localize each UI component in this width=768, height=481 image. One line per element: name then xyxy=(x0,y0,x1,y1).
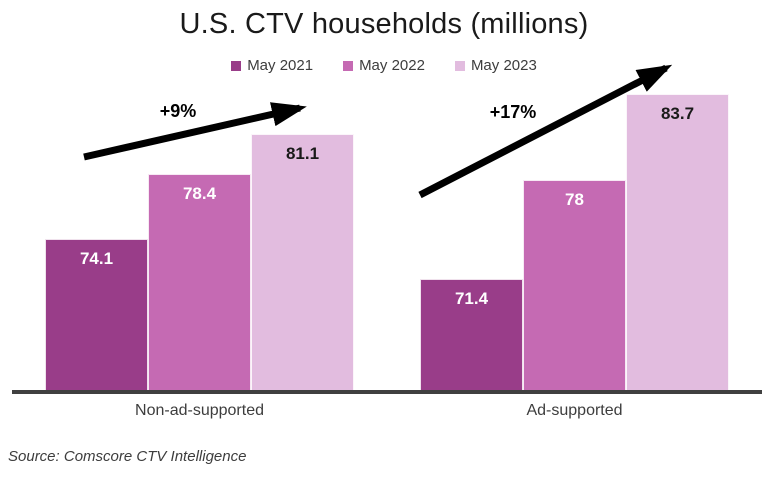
bar-may-2021-non-ad-supported: 74.1 xyxy=(45,239,148,390)
source-attribution: Source: Comscore CTV Intelligence xyxy=(8,448,247,465)
bar-may-2023-ad-supported: 83.7 xyxy=(626,94,729,390)
growth-annotation-ad-supported: +17% xyxy=(489,102,537,122)
legend-swatch-icon xyxy=(343,60,354,71)
bar-value-label: 78 xyxy=(565,190,584,209)
bar-may-2023-non-ad-supported: 81.1 xyxy=(251,134,354,390)
category-label-ad-supported: Ad-supported xyxy=(526,402,623,419)
legend-item-may-2022: May 2022 xyxy=(343,57,425,74)
category-axis-line xyxy=(12,390,762,394)
bar-value-label: 71.4 xyxy=(454,289,489,308)
legend-swatch-icon xyxy=(231,60,242,71)
bar-value-label: 78.4 xyxy=(182,184,217,203)
bar-value-label: 83.7 xyxy=(660,104,695,123)
legend-item-may-2021: May 2021 xyxy=(231,57,313,74)
bar-may-2022-ad-supported: 78 xyxy=(523,180,626,390)
bar-value-label: 81.1 xyxy=(285,144,320,163)
legend-label: May 2021 xyxy=(247,57,314,74)
growth-annotation-non-ad-supported: +9% xyxy=(159,101,197,121)
bar-value-label: 74.1 xyxy=(79,249,114,268)
category-label-non-ad-supported: Non-ad-supported xyxy=(135,402,264,419)
bar-may-2022-non-ad-supported: 78.4 xyxy=(148,174,251,390)
legend-label: May 2022 xyxy=(359,57,425,74)
chart-title: U.S. CTV households (millions) xyxy=(179,8,589,40)
bar-may-2021-ad-supported: 71.4 xyxy=(420,279,523,390)
